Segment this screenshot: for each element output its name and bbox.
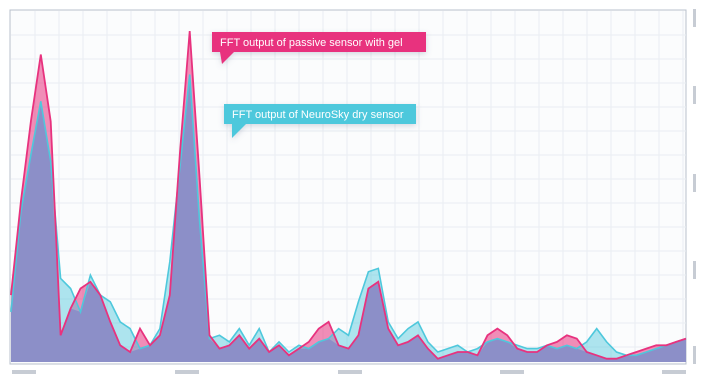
plot-frame <box>9 9 687 365</box>
callout-label: FFT output of NeuroSky dry sensor <box>224 104 416 138</box>
y-axis-tick <box>693 261 696 279</box>
callout-text: FFT output of NeuroSky dry sensor <box>232 109 404 121</box>
axis-ticks <box>12 9 696 374</box>
series-line-passive-gel <box>10 31 687 360</box>
x-axis-tick <box>500 370 524 374</box>
callout-text: FFT output of passive sensor with gel <box>220 37 403 49</box>
x-axis-tick <box>175 370 199 374</box>
series-line-neurosky-dry <box>10 74 687 357</box>
callout-box <box>212 32 426 64</box>
y-axis-tick <box>693 9 696 27</box>
series-lines <box>10 31 687 360</box>
series-overlap-area <box>11 74 686 362</box>
callout-label: FFT output of passive sensor with gel <box>212 32 426 64</box>
series-callouts: FFT output of passive sensor with gel FFT… <box>212 32 426 138</box>
y-axis-tick <box>693 346 696 364</box>
series-areas <box>11 31 686 362</box>
x-axis-tick <box>12 370 36 374</box>
y-axis-tick <box>693 86 696 104</box>
y-axis-tick <box>693 174 696 192</box>
x-axis-tick <box>338 370 362 374</box>
x-axis-tick <box>662 370 686 374</box>
callout-box <box>224 104 416 138</box>
